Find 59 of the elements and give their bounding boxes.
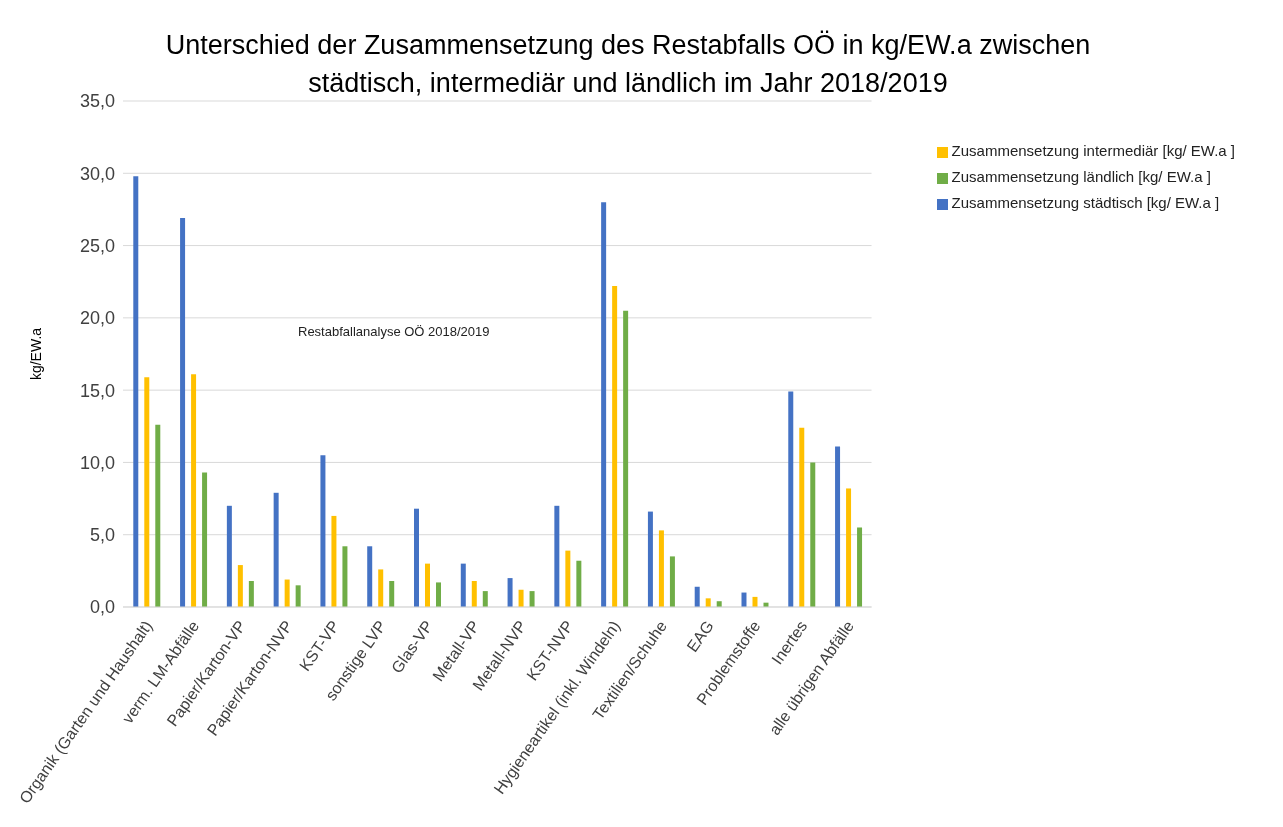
- legend-label: Zusammensetzung städtisch [kg/ EW.a ]: [951, 194, 1220, 211]
- bar: [248, 580, 254, 607]
- bar: [284, 579, 290, 607]
- bar: [389, 580, 395, 607]
- bar: [414, 508, 419, 607]
- bar: [295, 585, 301, 607]
- bar: [342, 546, 348, 607]
- y-tick-label: 35,0: [79, 91, 115, 112]
- bar: [191, 374, 197, 607]
- bar: [612, 286, 618, 607]
- bar: [529, 591, 535, 607]
- y-tick-label: 20,0: [79, 308, 115, 329]
- bar: [237, 565, 243, 607]
- y-tick-label: 15,0: [79, 380, 115, 401]
- bar: [669, 556, 675, 607]
- bar: [554, 505, 560, 607]
- bar: [320, 455, 326, 607]
- chart-title: Unterschied der Zusammensetzung des Restabfalls OÖ in kg/EW.a zwischen städtisch, intermediär und ländlich im Jahr 2018/2019: [164, 29, 1092, 100]
- y-tick-label: 10,0: [79, 452, 115, 473]
- bar: [436, 582, 441, 607]
- bar: [576, 560, 582, 607]
- bar: [846, 488, 852, 607]
- bar: [518, 589, 524, 607]
- bar: [133, 176, 139, 607]
- bar: [331, 515, 337, 607]
- bar: [471, 580, 477, 607]
- bar: [273, 492, 279, 607]
- bar: [565, 550, 571, 607]
- bar: [460, 563, 466, 607]
- bar: [857, 527, 863, 607]
- y-tick-label: 0,0: [89, 597, 115, 618]
- bar: [507, 578, 513, 607]
- bar: [799, 427, 805, 607]
- bar: [180, 218, 186, 607]
- bar: [378, 569, 384, 607]
- legend-label: Zusammensetzung intermediär [kg/ EW.a ]: [951, 142, 1235, 159]
- bar: [202, 472, 208, 607]
- bar: [810, 462, 816, 607]
- bar: [155, 424, 161, 607]
- y-tick-label: 5,0: [89, 525, 115, 546]
- bar: [482, 591, 488, 607]
- bar: [705, 598, 711, 607]
- bar: [144, 377, 150, 607]
- bar: [658, 530, 664, 607]
- bar: [741, 592, 747, 607]
- bar: [788, 391, 794, 607]
- y-axis-title: kg/EW.a: [27, 327, 44, 381]
- bar: [694, 586, 700, 607]
- bar: [835, 446, 841, 607]
- y-tick-label: 30,0: [79, 163, 115, 184]
- bar: [623, 310, 629, 607]
- y-tick-label: 25,0: [79, 235, 115, 256]
- bar: [647, 511, 653, 607]
- legend-label: Zusammensetzung ländlich [kg/ EW.a ]: [951, 168, 1211, 185]
- bar: [367, 546, 373, 607]
- bar: [601, 202, 607, 607]
- annotation: Restabfallanalyse OÖ 2018/2019: [298, 324, 490, 339]
- bar: [425, 563, 430, 607]
- bar: [226, 505, 232, 607]
